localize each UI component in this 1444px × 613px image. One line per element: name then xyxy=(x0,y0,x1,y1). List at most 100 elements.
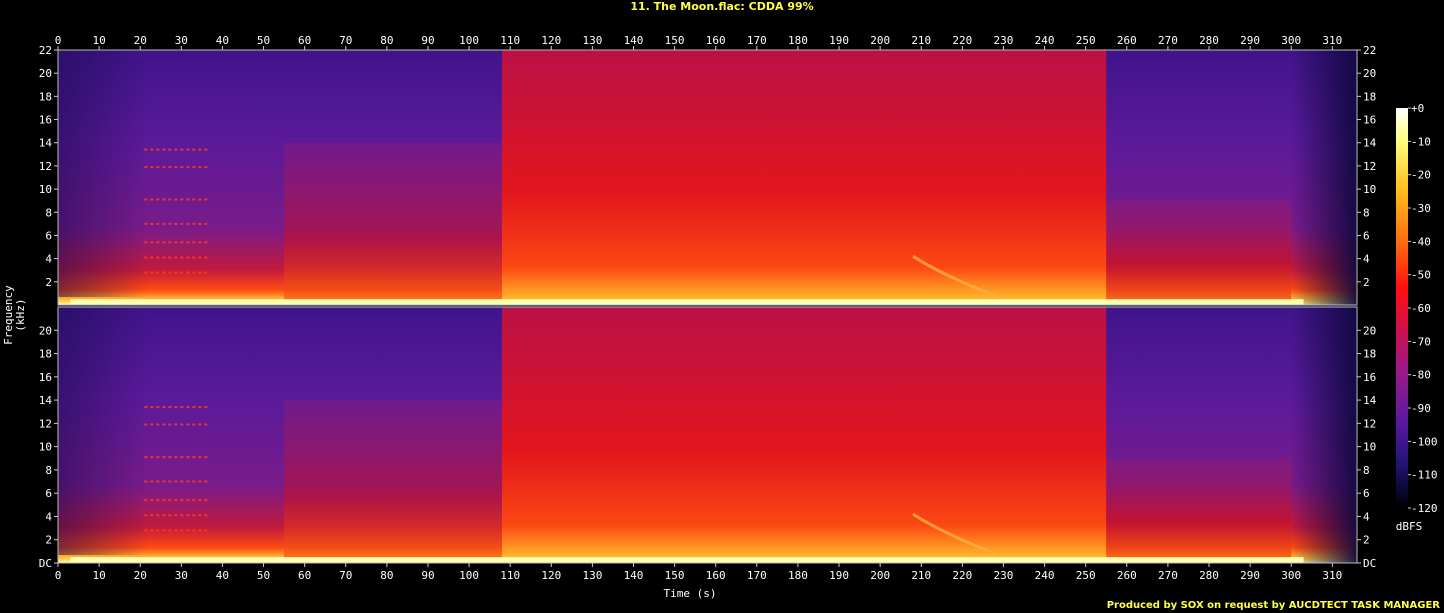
x-tick-label: 150 xyxy=(665,34,685,47)
x-tick-label: 100 xyxy=(459,569,479,582)
x-tick-label: 80 xyxy=(380,569,393,582)
fade-in-edge xyxy=(58,307,149,555)
colorbar-tick-label: -40 xyxy=(1411,235,1431,248)
y-tick-label: 4 xyxy=(1363,253,1370,266)
colorbar-tick-label: -70 xyxy=(1411,335,1431,348)
frequency-sweep xyxy=(912,255,996,298)
y-tick-label: 16 xyxy=(39,114,52,127)
x-tick-label: 30 xyxy=(175,34,188,47)
plot-frame xyxy=(57,49,1358,306)
x-tick-label: 210 xyxy=(911,569,931,582)
x-tick-label: 110 xyxy=(500,34,520,47)
x-tick-label: 290 xyxy=(1240,569,1260,582)
y-tick-label: 20 xyxy=(1363,324,1376,337)
y-tick-label: 10 xyxy=(39,183,52,196)
x-tick-label: 140 xyxy=(624,569,644,582)
y-tick-label: 12 xyxy=(1363,160,1376,173)
y-tick-label: 4 xyxy=(45,510,52,523)
x-tick-label: 220 xyxy=(952,34,972,47)
colorbar-tick-label: -30 xyxy=(1411,202,1431,215)
colorbar-tick-label: -90 xyxy=(1411,402,1431,415)
y-tick-label: 14 xyxy=(1363,137,1377,150)
x-tick-label: 310 xyxy=(1322,569,1342,582)
fade-out-edge xyxy=(1291,307,1357,563)
y-tick-label: 16 xyxy=(39,371,52,384)
colorbar xyxy=(1396,108,1408,508)
build-up-region xyxy=(284,400,502,563)
loud-section-region xyxy=(501,307,1107,563)
x-tick-label: 220 xyxy=(952,569,972,582)
y-tick-label: 10 xyxy=(1363,441,1376,454)
y-tick-label: 10 xyxy=(39,441,52,454)
x-tick-label: 290 xyxy=(1240,34,1260,47)
x-tick-label: 240 xyxy=(1035,569,1055,582)
x-tick-label: 120 xyxy=(541,569,561,582)
y-tick-label: 20 xyxy=(39,324,52,337)
x-tick-label: 80 xyxy=(380,34,393,47)
footer-credit: Produced by SOX on request by AUCDTECT T… xyxy=(1106,600,1440,611)
x-tick-label: 250 xyxy=(1076,34,1096,47)
x-tick-label: 100 xyxy=(459,34,479,47)
x-tick-label: 20 xyxy=(134,569,147,582)
y-tick-label: DC xyxy=(1363,557,1376,570)
y-tick-label: 18 xyxy=(39,90,52,103)
x-tick-label: 60 xyxy=(298,569,311,582)
x-tick-label: 210 xyxy=(911,34,931,47)
colorbar-tick-label: -100 xyxy=(1411,435,1438,448)
y-tick-label: 22 xyxy=(1363,44,1376,57)
fade-out-edge xyxy=(1291,50,1357,305)
chart-title: 11. The Moon.flac: CDDA 99% xyxy=(630,0,814,13)
x-tick-label: 10 xyxy=(92,569,105,582)
colorbar-unit-label: dBFS xyxy=(1395,520,1423,533)
x-tick-label: 110 xyxy=(500,569,520,582)
colorbar-tick-label: -110 xyxy=(1411,469,1438,482)
colorbar-tick-label: -120 xyxy=(1411,502,1438,515)
colorbar-tick-label: -50 xyxy=(1411,269,1431,282)
build-up-region xyxy=(284,142,502,305)
y-tick-label: 12 xyxy=(39,160,52,173)
x-tick-label: 10 xyxy=(92,34,105,47)
x-tick-label: 260 xyxy=(1117,34,1137,47)
y-tick-label: 18 xyxy=(1363,348,1376,361)
y-tick-label: 20 xyxy=(39,67,52,80)
x-tick-label: 40 xyxy=(216,34,229,47)
x-tick-label: 50 xyxy=(257,34,270,47)
x-tick-label: 140 xyxy=(624,34,644,47)
colorbar-tick-label: -20 xyxy=(1411,169,1431,182)
y-tick-label: 8 xyxy=(45,464,52,477)
x-tick-label: 0 xyxy=(55,34,62,47)
y-tick-label: 6 xyxy=(45,487,52,500)
y-tick-label: 20 xyxy=(1363,67,1376,80)
x-tick-label: 170 xyxy=(747,34,767,47)
x-tick-label: 280 xyxy=(1199,34,1219,47)
x-tick-label: 270 xyxy=(1158,34,1178,47)
channel-1-spectrogram xyxy=(58,50,1357,305)
x-tick-label: 130 xyxy=(582,34,602,47)
y-tick-label: 8 xyxy=(1363,464,1370,477)
y-tick-label: 14 xyxy=(1363,394,1377,407)
x-tick-label: 120 xyxy=(541,34,561,47)
x-tick-label: 70 xyxy=(339,34,352,47)
loud-section-region xyxy=(501,50,1107,305)
y-tick-label: 12 xyxy=(39,417,52,430)
y-tick-label: 8 xyxy=(1363,206,1370,219)
x-tick-label: 310 xyxy=(1322,34,1342,47)
y-tick-label: 8 xyxy=(45,206,52,219)
y-tick-label: 18 xyxy=(39,348,52,361)
frequency-sweep xyxy=(912,512,996,556)
x-tick-label: 190 xyxy=(829,34,849,47)
channel-2-spectrogram xyxy=(58,307,1357,563)
bass-band xyxy=(70,557,1304,563)
x-tick-label: 250 xyxy=(1076,569,1096,582)
colorbar-tick-label: -60 xyxy=(1411,302,1431,315)
y-tick-label: 4 xyxy=(1363,510,1370,523)
y-tick-label: 22 xyxy=(39,44,52,57)
y-tick-label: 2 xyxy=(45,534,52,547)
x-tick-label: 160 xyxy=(706,34,726,47)
x-tick-label: 170 xyxy=(747,569,767,582)
x-tick-label: 230 xyxy=(994,569,1014,582)
x-tick-label: 300 xyxy=(1281,34,1301,47)
x-tick-label: 180 xyxy=(788,34,808,47)
y-tick-label: 6 xyxy=(1363,229,1370,242)
outro-region xyxy=(1106,200,1292,305)
